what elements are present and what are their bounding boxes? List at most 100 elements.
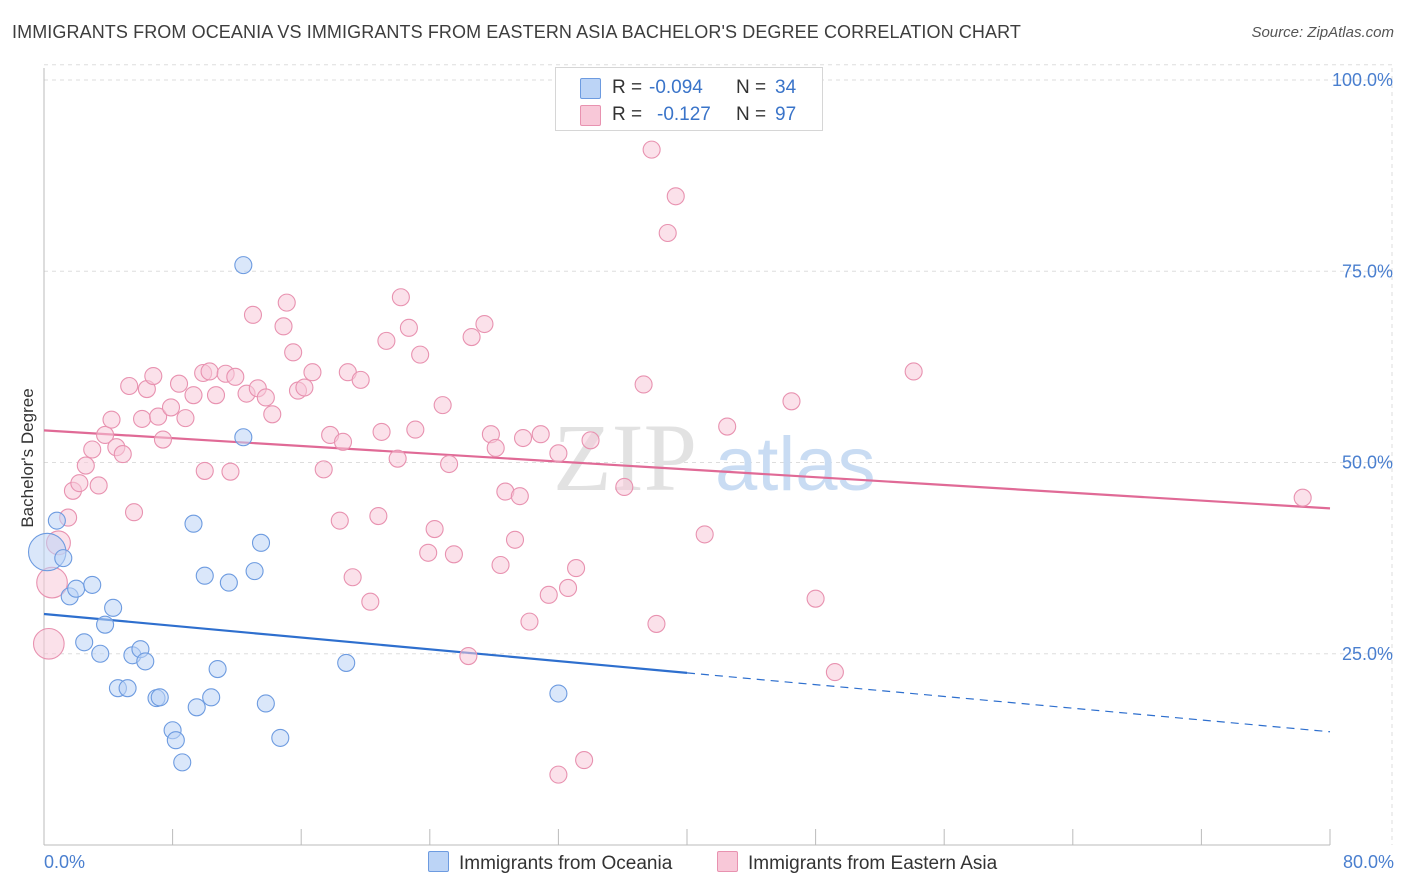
axes <box>43 68 1331 846</box>
grid <box>44 64 1393 845</box>
data-point <box>243 305 263 324</box>
trend-line <box>43 612 688 674</box>
legend-label-oceania: Immigrants from Oceania <box>459 853 673 874</box>
data-point <box>91 644 110 663</box>
data-point <box>202 688 221 707</box>
data-point <box>184 514 203 533</box>
data-point <box>161 398 181 417</box>
data-point <box>208 659 227 679</box>
data-point <box>284 343 303 362</box>
data-point <box>531 425 550 444</box>
data-point <box>96 425 115 445</box>
data-point <box>567 559 586 578</box>
data-point <box>419 543 438 562</box>
data-points <box>27 140 1312 784</box>
data-point <box>104 598 123 617</box>
data-point <box>144 367 163 386</box>
data-point <box>558 578 578 598</box>
data-point <box>782 392 801 411</box>
bottom-legend-eastern-asia: Immigrants from Eastern Asia <box>717 851 997 875</box>
legend-n-label: N = <box>736 77 767 98</box>
data-point <box>459 646 478 666</box>
legend-r-value: -0.094 <box>649 77 703 98</box>
data-point <box>96 615 115 634</box>
chart-title: IMMIGRANTS FROM OCEANIA VS IMMIGRANTS FR… <box>12 22 1022 42</box>
data-point <box>274 317 293 336</box>
watermark: ZIP atlas <box>553 404 876 511</box>
data-point <box>32 627 65 660</box>
y-tick-label: 50.0% <box>1342 453 1393 473</box>
legend-label-eastern-asia: Immigrants from Eastern Asia <box>748 853 998 874</box>
data-point <box>169 374 189 393</box>
legend-n-value: 97 <box>775 104 797 125</box>
data-point <box>75 633 94 652</box>
data-point <box>406 420 425 439</box>
data-point <box>491 555 510 575</box>
data-point <box>133 409 152 428</box>
data-point <box>372 422 391 441</box>
data-point <box>647 614 666 633</box>
legend-swatch-blue <box>580 78 601 99</box>
data-point <box>314 460 333 479</box>
legend-n-label: N = <box>736 104 767 125</box>
data-point <box>510 487 529 506</box>
data-point <box>539 585 558 604</box>
x-tick-label-min: 0.0% <box>44 852 86 872</box>
data-point <box>184 386 203 405</box>
y-axis-label: Bachelor's Degree <box>18 388 37 528</box>
data-point <box>176 409 195 428</box>
data-point <box>173 753 192 772</box>
data-point <box>47 511 66 530</box>
data-point <box>200 362 219 381</box>
data-point <box>388 449 407 468</box>
legend-n-value: 34 <box>775 77 797 98</box>
data-point <box>234 428 253 447</box>
data-point <box>245 562 264 581</box>
data-point <box>505 530 525 549</box>
data-point <box>440 454 459 474</box>
data-point <box>102 410 121 429</box>
data-point <box>195 461 214 480</box>
data-point <box>219 573 238 592</box>
data-point <box>330 511 349 530</box>
data-point <box>256 694 275 713</box>
data-point <box>124 503 144 522</box>
data-point <box>658 223 677 243</box>
legend-swatch-pink <box>580 105 601 126</box>
data-point <box>149 407 168 426</box>
data-point <box>369 506 388 526</box>
data-point <box>234 256 253 275</box>
data-point <box>187 698 206 717</box>
data-point <box>391 288 410 307</box>
data-point <box>462 327 481 347</box>
data-point <box>695 525 714 544</box>
data-point <box>377 331 396 350</box>
data-point <box>295 378 314 397</box>
data-point <box>83 440 102 459</box>
legend-r-label: R = <box>612 104 643 125</box>
data-point <box>825 663 844 682</box>
watermark-atlas: atlas <box>715 422 876 507</box>
trend-lines <box>43 429 1331 733</box>
data-point <box>806 589 825 608</box>
data-point <box>67 579 86 598</box>
legend-swatch-pink <box>717 851 738 872</box>
y-tick-label: 75.0% <box>1342 261 1393 281</box>
source-credit: Source: ZipAtlas.com <box>1251 24 1394 41</box>
data-point <box>150 688 169 707</box>
data-point <box>475 314 494 334</box>
data-point <box>718 417 737 436</box>
data-point <box>166 731 185 750</box>
data-point <box>486 438 505 458</box>
data-point <box>70 474 89 493</box>
data-point <box>76 456 95 475</box>
data-point <box>83 575 102 594</box>
data-point <box>520 612 539 631</box>
data-point <box>195 566 214 585</box>
data-point <box>153 430 173 449</box>
y-tick-label: 25.0% <box>1342 644 1393 664</box>
y-tick-label: 100.0% <box>1332 70 1393 90</box>
y-tick-labels: 25.0% 50.0% 75.0% 100.0% <box>1332 70 1393 664</box>
data-point <box>303 363 322 382</box>
